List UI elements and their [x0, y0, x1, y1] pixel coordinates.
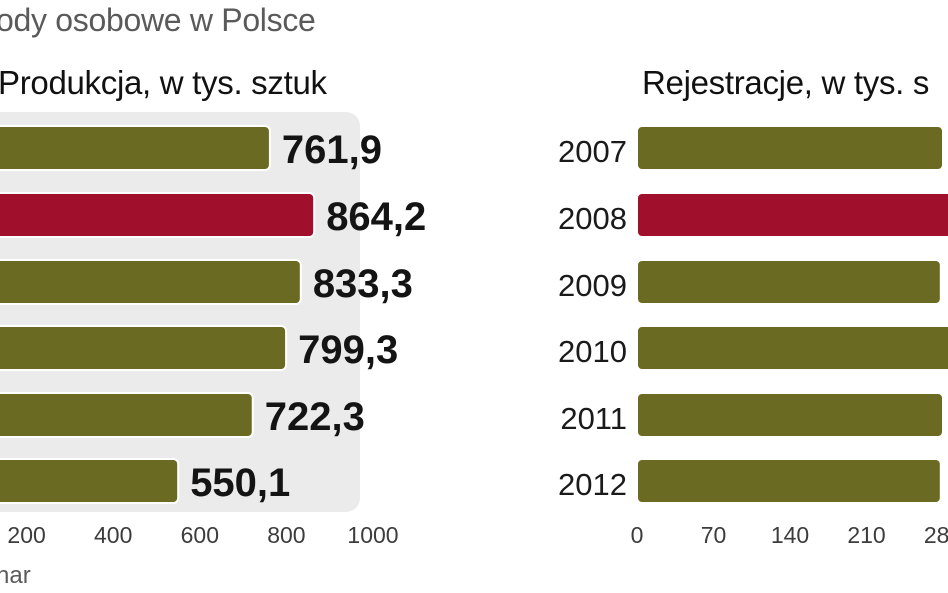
production-value-label: 550,1	[190, 461, 290, 505]
production-bar	[0, 325, 288, 371]
registration-x-tick: 280	[924, 522, 948, 548]
production-bar	[0, 259, 302, 305]
source-note: nar	[0, 562, 31, 589]
right-chart-title: Rejestracje, w tys. s	[642, 64, 930, 101]
production-value-label: 722,3	[265, 395, 365, 439]
production-x-tick: 800	[267, 522, 305, 548]
production-x-tick: 1000	[347, 522, 398, 548]
production-x-tick: 600	[181, 522, 219, 548]
registration-year-label: 2011	[560, 401, 627, 436]
registration-year-label: 2012	[558, 467, 627, 502]
production-bar	[0, 392, 254, 438]
registration-year-label: 2008	[558, 201, 627, 236]
production-value-label: 833,3	[313, 262, 413, 306]
registration-bar	[636, 259, 942, 305]
registration-x-tick: 0	[631, 522, 644, 548]
registration-x-tick: 70	[701, 522, 727, 548]
registration-year-label: 2010	[558, 334, 627, 369]
production-bar	[0, 192, 316, 238]
production-x-tick: 400	[94, 522, 132, 548]
production-value-label: 761,9	[282, 128, 382, 172]
production-x-tick: 200	[7, 522, 45, 548]
registration-bar	[636, 192, 948, 238]
registration-x-tick: 210	[847, 522, 885, 548]
production-value-label: 799,3	[298, 328, 398, 372]
registration-bar	[636, 125, 944, 171]
registration-bar	[636, 458, 942, 504]
production-bar	[0, 458, 180, 504]
left-chart-title: Produkcja, w tys. sztuk	[0, 64, 327, 101]
production-bar	[0, 125, 271, 171]
registration-year-label: 2009	[558, 268, 627, 303]
registration-bar	[636, 325, 948, 371]
registration-x-tick: 140	[771, 522, 809, 548]
production-chart-panel	[0, 112, 360, 512]
production-value-label: 864,2	[326, 195, 426, 239]
page-title: ody osobowe w Polsce	[0, 2, 316, 38]
registration-bar	[636, 392, 944, 438]
registration-year-label: 2007	[558, 134, 627, 169]
